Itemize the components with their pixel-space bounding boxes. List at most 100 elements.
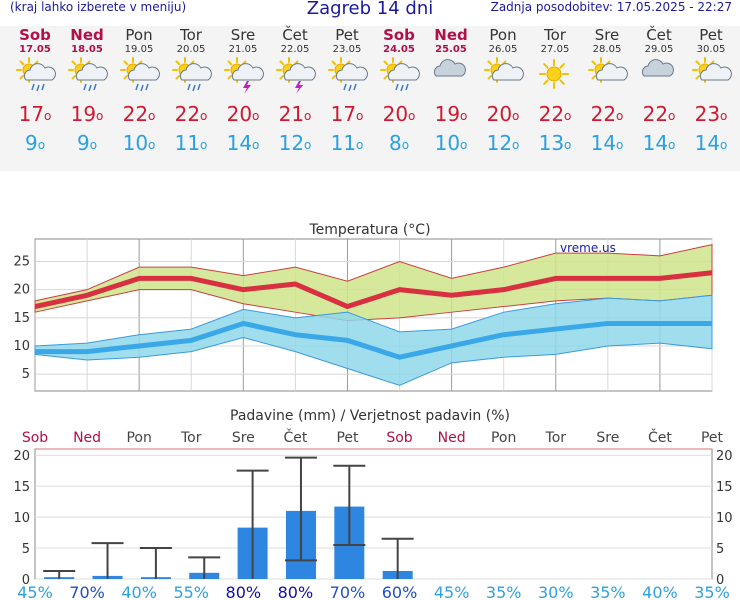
y-tick-label: 5: [22, 367, 30, 382]
sun-cloud-storm-icon: [269, 56, 321, 98]
forecast-day: Pon 19.05 22o 10o: [113, 26, 165, 156]
x-tick-label: Pon: [491, 430, 516, 446]
precipitation-chart: Padavine (mm) / Verjetnost padavin (%) So…: [13, 408, 733, 600]
day-name: Pet: [699, 26, 723, 44]
daily-forecast-strip: Sob 17.05 17o 9o Ned 18.05 19o 9o Pon 19.05 22o 10o…: [0, 26, 740, 171]
day-name: Ned: [434, 26, 468, 44]
x-tick-label: Sob: [386, 430, 412, 446]
precip-probability: 60%: [382, 583, 418, 600]
precip-probability: 70%: [69, 583, 105, 600]
x-tick-label: Pon: [126, 430, 151, 446]
day-name: Pet: [335, 26, 359, 44]
forecast-day: Tor 27.05 22o 13o: [529, 26, 581, 156]
x-tick-label: Tor: [545, 430, 567, 446]
chart-title: Padavine (mm) / Verjetnost padavin (%): [230, 408, 510, 424]
day-name: Tor: [544, 26, 566, 44]
temp-min: 11o: [174, 131, 208, 155]
y-tick-label: 10: [13, 339, 30, 354]
sun-cloud-rain-icon: [165, 56, 217, 98]
forecast-day: Ned 25.05 19o 10o: [425, 26, 477, 156]
temp-max: 20o: [382, 102, 416, 126]
temp-max: 17o: [330, 102, 364, 126]
forecast-day: Čet 29.05 22o 14o: [633, 26, 685, 156]
temp-min: 9o: [24, 131, 46, 155]
day-date: 19.05: [124, 44, 154, 55]
precip-probability: 45%: [17, 583, 53, 600]
forecast-day: Sob 24.05 20o 8o: [373, 26, 425, 156]
x-tick-label: Sre: [596, 430, 619, 446]
y-tick-label: 25: [13, 255, 30, 270]
day-date: 17.05: [19, 44, 51, 55]
day-date: 20.05: [176, 44, 206, 55]
day-date: 26.05: [488, 44, 518, 55]
precip-probability: 45%: [434, 583, 470, 600]
temp-max: 22o: [642, 102, 676, 126]
x-tick-label: Tor: [180, 430, 202, 446]
x-tick-label: Čet: [283, 428, 307, 446]
sun-cloud-storm-icon: [217, 56, 269, 98]
day-date: 21.05: [228, 44, 258, 55]
forecast-day: Pon 26.05 20o 12o: [477, 26, 529, 156]
day-date: 25.05: [435, 44, 467, 55]
min-temp-line: [35, 320, 712, 360]
temp-max: 22o: [174, 102, 208, 126]
y-tick-label-right: 10: [716, 511, 733, 526]
day-name: Pon: [489, 26, 517, 44]
sun-cloud-rain-icon: [9, 56, 61, 98]
day-name: Čet: [282, 26, 308, 44]
x-tick-label: Pet: [701, 430, 724, 446]
day-date: 23.05: [332, 44, 362, 55]
precip-probability: 55%: [173, 583, 209, 600]
temp-min: 14o: [694, 131, 728, 155]
temp-min: 12o: [278, 131, 312, 155]
precip-probability: 40%: [121, 583, 157, 600]
day-name: Tor: [180, 26, 202, 44]
temp-min: 13o: [538, 131, 572, 155]
sun-cloud-icon: [477, 56, 529, 98]
x-tick-label: Ned: [438, 430, 466, 446]
min-temp-range-band: [34, 294, 713, 386]
location-menu-hint[interactable]: (kraj lahko izberete v meniju): [10, 0, 187, 14]
temp-min: 11o: [330, 131, 364, 155]
sun-cloud-icon: [581, 56, 633, 98]
forecast-day: Tor 20.05 22o 11o: [165, 26, 217, 156]
y-tick-label-left: 15: [13, 480, 30, 495]
x-tick-label: Ned: [73, 430, 101, 446]
temp-max: 22o: [538, 102, 572, 126]
temp-min: 14o: [226, 131, 260, 155]
temp-min: 14o: [590, 131, 624, 155]
sun-cloud-rain-icon: [113, 56, 165, 98]
day-date: 29.05: [644, 44, 674, 55]
y-tick-label-right: 15: [716, 480, 733, 495]
temperature-chart: 5 10 15 20 25 Temperatura (°C) vreme.us: [13, 222, 713, 392]
forecast-day: Ned 18.05 19o 9o: [61, 26, 113, 156]
temp-max: 19o: [70, 102, 104, 126]
sun-icon: [529, 56, 581, 98]
precip-probability: 30%: [538, 583, 574, 600]
day-name: Pon: [125, 26, 153, 44]
x-tick-label: Sre: [232, 430, 255, 446]
plot-area: [34, 448, 713, 580]
temp-max: 19o: [434, 102, 468, 126]
y-tick-label-right: 0: [716, 573, 724, 588]
day-date: 22.05: [280, 44, 310, 55]
forecast-day: Sre 21.05 20o 14o: [217, 26, 269, 156]
day-date: 18.05: [71, 44, 103, 55]
y-tick-label-left: 20: [13, 449, 30, 464]
temp-max: 22o: [122, 102, 156, 126]
forecast-day: Sob 17.05 17o 9o: [9, 26, 61, 156]
temp-min: 14o: [642, 131, 676, 155]
temp-max: 21o: [278, 102, 312, 126]
precip-probability: 80%: [278, 583, 314, 600]
precip-probability: 35%: [694, 583, 730, 600]
cloud-icon: [425, 56, 477, 98]
precip-probability: 35%: [590, 583, 626, 600]
temp-min: 9o: [76, 131, 98, 155]
day-name: Sre: [230, 26, 256, 44]
forecast-day: Sre 28.05 22o 14o: [581, 26, 633, 156]
y-tick-label-left: 5: [22, 542, 30, 557]
day-name: Čet: [646, 26, 672, 44]
last-updated: Zadnja posodobitev: 17.05.2025 - 22:27: [490, 0, 732, 14]
temp-max: 23o: [694, 102, 728, 126]
day-date: 27.05: [540, 44, 570, 55]
